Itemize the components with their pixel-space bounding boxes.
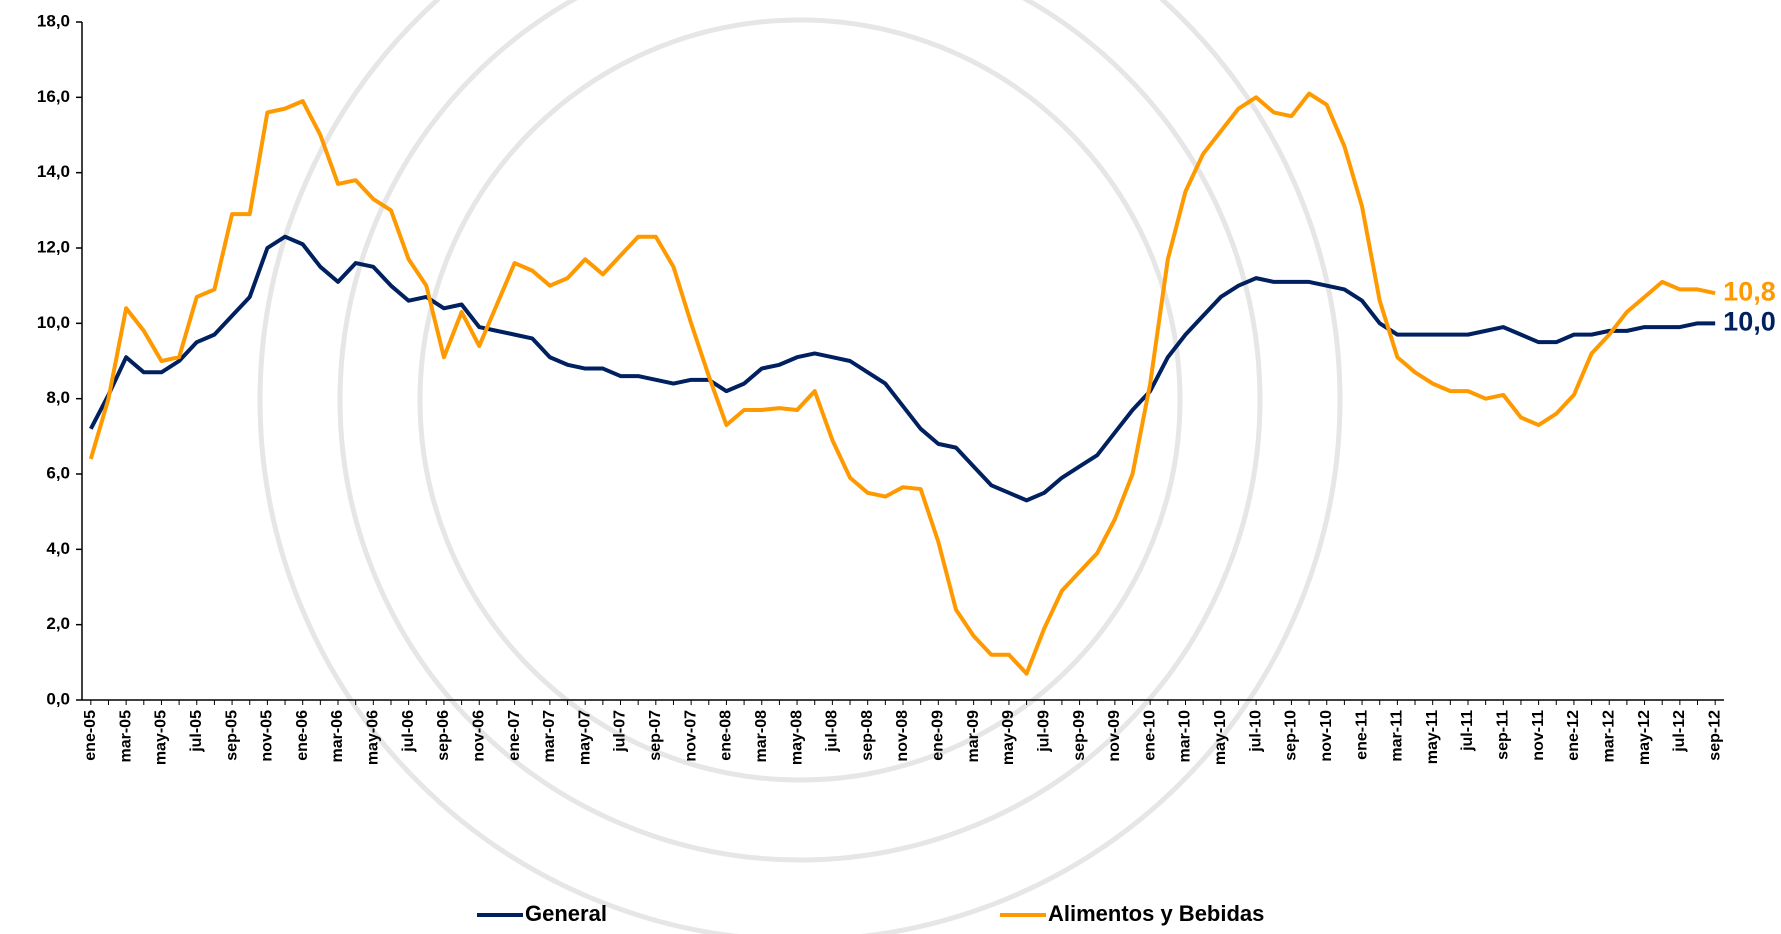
series-line [91, 237, 1715, 501]
x-tick-label: may-11 [1424, 710, 1441, 764]
series-line [91, 94, 1715, 674]
x-tick-label: mar-09 [965, 710, 982, 763]
x-tick-label: sep-05 [223, 710, 240, 761]
x-tick-label: sep-12 [1706, 710, 1723, 761]
chart: 0,0 2,0 4,0 6,0 8,0 10,0 12,0 14,0 16,0 18,0 ene-0… [0, 0, 1781, 934]
x-tick-label: sep-10 [1283, 710, 1300, 761]
y-tick-label: 8,0 [46, 388, 70, 407]
x-tick-label: sep-07 [647, 710, 664, 761]
x-tick-label: jul-08 [824, 710, 841, 753]
y-tick-label: 4,0 [46, 539, 70, 558]
x-tick-label: may-08 [788, 710, 805, 765]
x-tick-label: may-12 [1636, 710, 1653, 765]
x-tick-label: jul-09 [1035, 710, 1052, 753]
x-tick-label: ene-12 [1565, 710, 1582, 761]
y-tick-label: 18,0 [37, 11, 70, 30]
x-tick-label: ene-08 [718, 710, 735, 761]
x-tick-label: jul-07 [612, 710, 629, 753]
x-tick-label: nov-10 [1318, 710, 1335, 762]
x-tick-label: sep-06 [435, 710, 452, 761]
y-tick-label: 2,0 [46, 614, 70, 633]
x-tick-label: nov-06 [470, 710, 487, 762]
x-tick-label: mar-11 [1389, 710, 1406, 762]
x-tick-label: ene-10 [1141, 710, 1158, 761]
x-tick-label: nov-07 [682, 710, 699, 762]
x-tick-label: sep-08 [859, 710, 876, 761]
y-tick-label: 10,0 [37, 313, 70, 332]
y-tick-label: 0,0 [46, 689, 70, 708]
legend-label: General [525, 901, 607, 926]
x-tick-label: mar-08 [753, 710, 770, 763]
data-label: 10,0 [1723, 306, 1776, 336]
x-tick-label: jul-06 [400, 710, 417, 753]
x-tick-label: mar-06 [329, 710, 346, 763]
x-tick-label: sep-11 [1495, 710, 1512, 760]
x-tick-label: jul-12 [1671, 710, 1688, 753]
x-tick-label: mar-05 [117, 710, 134, 763]
x-tick-label: may-09 [1000, 710, 1017, 765]
legend-label: Alimentos y Bebidas [1048, 901, 1264, 926]
x-tick-label: ene-07 [506, 710, 523, 761]
x-tick-label: nov-11 [1530, 710, 1547, 761]
x-tick-label: nov-09 [1106, 710, 1123, 762]
x-tick-label: ene-05 [82, 710, 99, 761]
x-tick-label: jul-11 [1459, 710, 1476, 752]
x-tick-label: mar-07 [541, 710, 558, 763]
x-tick-label: mar-10 [1177, 710, 1194, 763]
y-tick-label: 12,0 [37, 237, 70, 256]
x-tick-label: may-07 [576, 710, 593, 765]
x-tick-label: may-10 [1212, 710, 1229, 765]
watermark [260, 0, 1340, 934]
data-label: 10,8 [1723, 276, 1776, 306]
x-tick-label: nov-05 [259, 710, 276, 762]
x-tick-label: jul-05 [188, 710, 205, 753]
x-tick-label: jul-10 [1247, 710, 1264, 753]
x-tick-label: ene-11 [1353, 710, 1370, 760]
x-tick-label: may-05 [153, 710, 170, 765]
x-tick-label: mar-12 [1600, 710, 1617, 763]
x-tick-label: sep-09 [1071, 710, 1088, 761]
y-tick-label: 6,0 [46, 463, 70, 482]
y-tick-label: 14,0 [37, 162, 70, 181]
y-tick-label: 16,0 [37, 87, 70, 106]
x-tick-label: ene-09 [930, 710, 947, 761]
x-tick-label: ene-06 [294, 710, 311, 761]
x-tick-label: may-06 [365, 710, 382, 765]
x-tick-label: nov-08 [894, 710, 911, 762]
